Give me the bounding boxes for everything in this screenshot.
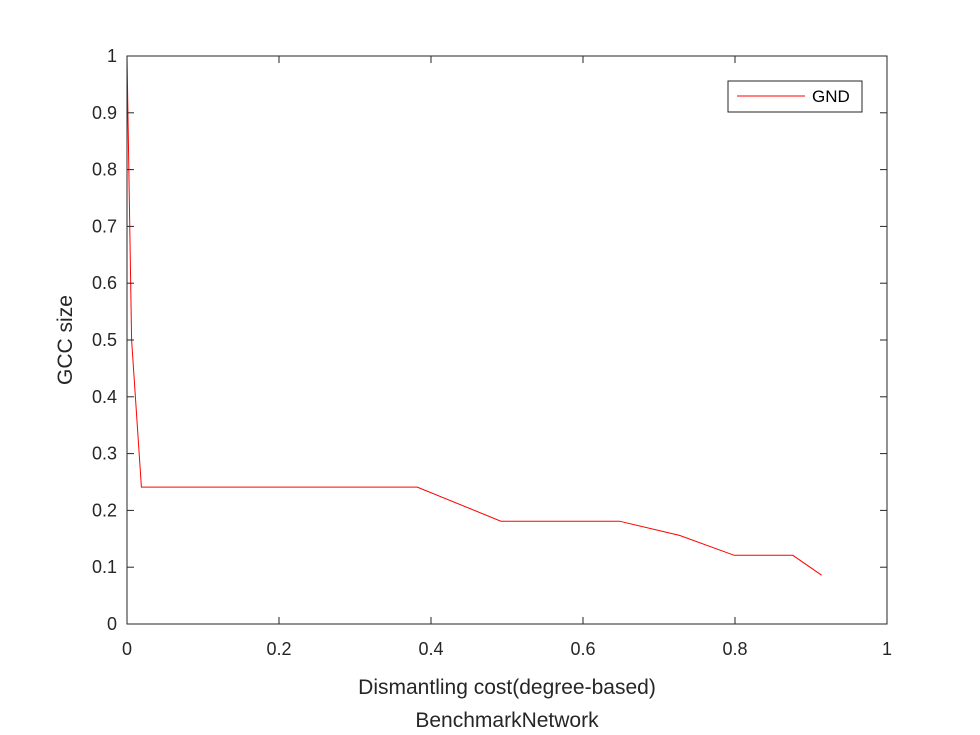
x-axis-title: Dismantling cost(degree-based) bbox=[358, 676, 656, 699]
y-tick-label: 0.8 bbox=[92, 160, 117, 180]
y-tick-label: 0.5 bbox=[92, 330, 117, 350]
y-tick-label: 0.2 bbox=[92, 500, 117, 520]
plot-area bbox=[127, 56, 887, 624]
x-tick-label: 0.6 bbox=[570, 639, 595, 659]
y-axis-title: GCC size bbox=[54, 295, 77, 385]
y-tick-label: 0.9 bbox=[92, 103, 117, 123]
y-tick-label: 0.1 bbox=[92, 557, 117, 577]
x-tick-label: 0.8 bbox=[722, 639, 747, 659]
series-line-gnd bbox=[126, 55, 822, 576]
chart-subtitle: BenchmarkNetwork bbox=[415, 709, 599, 732]
x-axis: 0 0.2 0.4 0.6 0.8 1 bbox=[122, 56, 892, 659]
x-tick-label: 0.4 bbox=[418, 639, 443, 659]
y-tick-label: 0.4 bbox=[92, 387, 117, 407]
y-tick-label: 0 bbox=[107, 614, 117, 634]
y-tick-label: 0.6 bbox=[92, 273, 117, 293]
x-tick-label: 1 bbox=[882, 639, 892, 659]
x-tick-label: 0 bbox=[122, 639, 132, 659]
legend: GND bbox=[727, 80, 863, 113]
x-tick-label: 0.2 bbox=[266, 639, 291, 659]
y-tick-label: 0.7 bbox=[92, 216, 117, 236]
series-layer bbox=[126, 55, 822, 576]
y-tick-label: 0.3 bbox=[92, 444, 117, 464]
y-tick-label: 1 bbox=[107, 46, 117, 66]
y-axis: 0 0.1 0.2 0.3 0.4 0.5 0.6 0.7 0.8 0.9 1 bbox=[92, 46, 887, 634]
legend-label-gnd: GND bbox=[812, 87, 850, 106]
